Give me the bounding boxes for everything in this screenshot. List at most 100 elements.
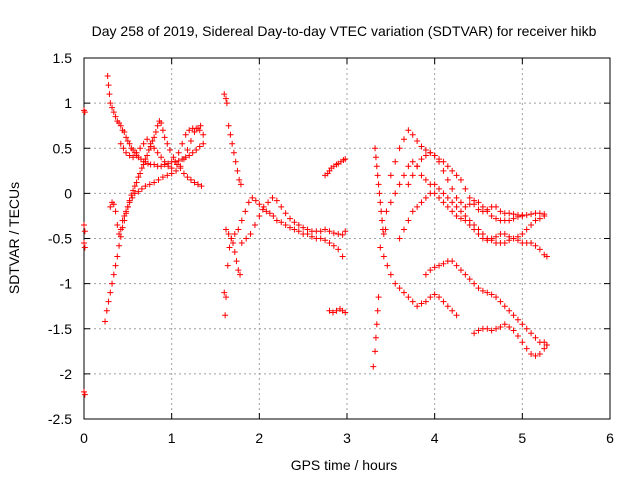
x-tick-label: 1 [168,430,176,446]
data-point [154,122,161,129]
data-point [387,199,394,206]
data-point [514,213,521,220]
data-point [400,172,407,179]
data-point [462,271,469,278]
data-point [387,271,394,278]
data-point [510,327,517,334]
data-point [81,228,88,235]
data-point [130,154,137,161]
data-point [422,176,429,183]
data-point [300,224,307,231]
data-point [81,109,88,116]
data-point [453,194,460,201]
series-track-C [107,122,204,237]
data-point [380,230,387,237]
data-point [380,253,387,260]
data-point [133,149,140,156]
data-point [291,226,298,233]
y-tick-label: 1.5 [53,50,73,66]
data-point [81,244,88,251]
data-point [247,230,254,237]
data-point [151,134,158,141]
data-point [138,185,145,192]
data-point [263,208,270,215]
data-point [543,253,550,260]
data-point [330,242,337,249]
data-point [124,203,131,210]
data-point [523,325,530,332]
data-point [405,163,412,170]
data-point [197,122,204,129]
series-track-D [117,125,207,172]
data-point [270,212,277,219]
data-point [106,91,113,98]
data-point [112,208,119,215]
data-point [372,145,379,152]
data-point [453,262,460,269]
data-point [519,321,526,328]
data-point [105,298,112,305]
data-point [116,242,123,249]
data-point [471,226,478,233]
data-point [117,140,124,147]
data-point [117,226,124,233]
data-point [249,194,256,201]
data-point [158,154,165,161]
data-point [187,138,194,145]
data-point [121,129,128,136]
data-point [414,303,421,310]
data-point [287,224,294,231]
data-point [278,219,285,226]
data-point [377,199,384,206]
data-point [133,179,140,186]
data-point [373,321,380,328]
data-point [444,176,451,183]
data-point [182,131,189,138]
data-point [457,208,464,215]
data-point [81,391,88,398]
data-point [252,197,259,204]
data-point [409,131,416,138]
data-point [372,348,379,355]
data-point [145,147,152,154]
data-point [436,158,443,165]
data-point [170,154,177,161]
data-point [405,217,412,224]
data-point [466,221,473,228]
data-point [339,253,346,260]
data-point [506,233,513,240]
data-point [449,199,456,206]
data-point [409,208,416,215]
data-point [109,104,116,111]
data-point [384,262,391,269]
data-point [103,307,110,314]
data-point [184,174,191,181]
data-point [194,181,201,188]
data-point [436,185,443,192]
data-point [342,156,349,163]
data-point [449,167,456,174]
data-point [329,309,336,316]
data-point [225,122,232,129]
data-point [405,127,412,134]
data-point [418,199,425,206]
data-point [278,203,285,210]
data-point [405,294,412,301]
data-point [196,127,203,134]
data-point [374,307,381,314]
data-point [116,230,123,237]
data-point [81,221,87,228]
data-point [104,73,111,80]
series-track-E [223,194,346,260]
data-point [488,235,495,242]
data-point [164,140,171,147]
data-point [189,149,196,156]
data-point [238,217,245,224]
x-tick-label: 4 [431,430,439,446]
data-point [282,210,289,217]
data-point [493,325,500,332]
data-point [431,152,438,159]
data-point [431,291,438,298]
data-point [126,140,133,147]
